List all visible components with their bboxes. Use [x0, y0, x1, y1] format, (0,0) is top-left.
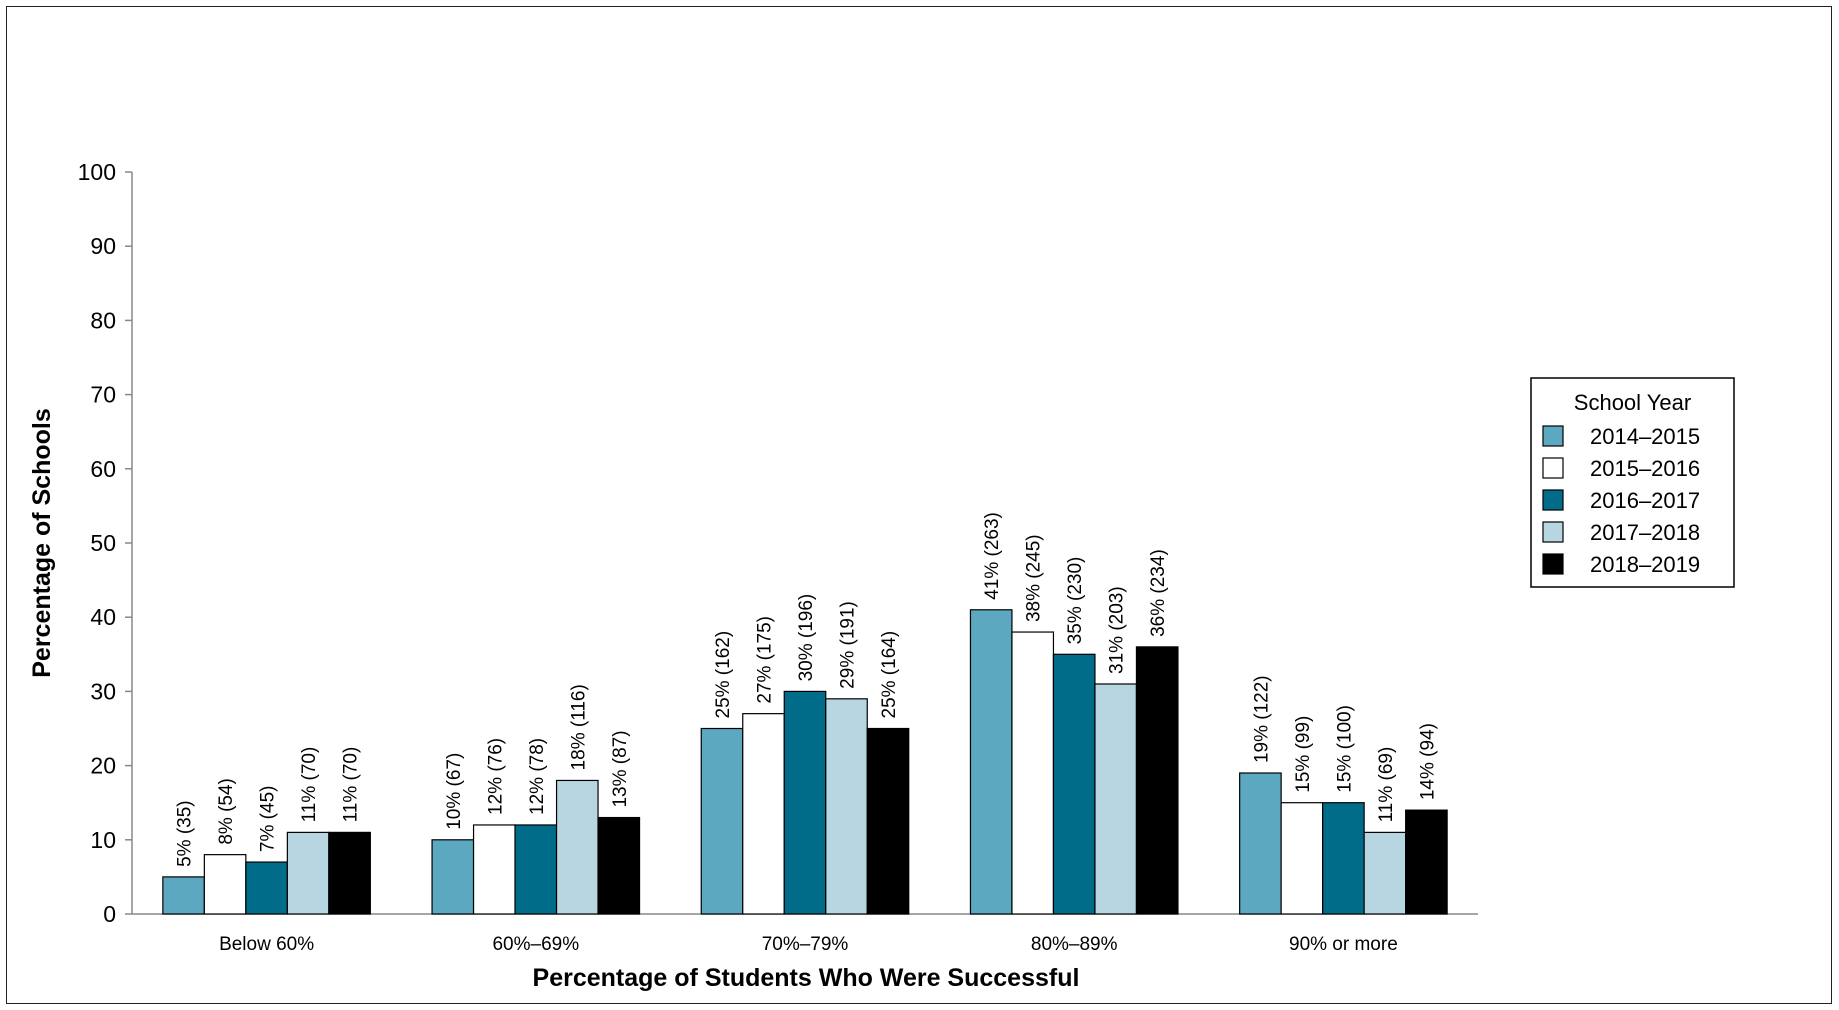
legend-box: [1530, 377, 1735, 588]
chart-frame: [6, 6, 1832, 1004]
y-tick-label: 100: [78, 159, 116, 185]
bar: [431, 839, 475, 915]
bar: [1239, 772, 1282, 915]
bar: [700, 727, 744, 915]
y-tick-label: 60: [90, 456, 116, 482]
y-tick-label: 80: [90, 307, 116, 333]
bar-value-label: 7% (45): [258, 786, 279, 853]
bar: [514, 824, 558, 915]
bar-value-label: 35% (230): [1065, 557, 1086, 645]
legend-entry-label: 2018–2019: [1590, 552, 1700, 577]
x-category-label: 80%–89%: [1031, 934, 1118, 955]
y-tick-label: 70: [90, 382, 116, 408]
bar-value-label: 25% (164): [879, 631, 900, 719]
bar-value-label: 11% (69): [1376, 747, 1397, 823]
y-axis-title: Percentage of Schools: [28, 408, 56, 678]
bar-value-label: 31% (203): [1107, 586, 1128, 674]
legend-swatch: [1542, 521, 1564, 543]
x-category-label: Below 60%: [219, 934, 314, 955]
bar-value-label: 14% (94): [1417, 723, 1438, 800]
bar-value-label: 12% (78): [527, 738, 548, 815]
x-category-label: 60%–69%: [492, 934, 579, 955]
legend-entry-label: 2014–2015: [1590, 424, 1700, 449]
bar-value-label: 11% (70): [299, 747, 320, 823]
y-tick-label: 50: [90, 530, 116, 556]
y-tick-label: 90: [90, 233, 116, 259]
bar-value-label: 12% (76): [485, 738, 506, 815]
bar: [245, 861, 288, 915]
x-category-label: 70%–79%: [762, 934, 849, 955]
bar-value-label: 18% (116): [568, 684, 589, 770]
legend-swatch: [1542, 457, 1564, 479]
tick-labels-group: 0 10 20 30 40 50 60 70 80 90 100 Below 60% 60%–69% 70…: [78, 159, 1398, 955]
bar-value-label: 11% (70): [341, 747, 362, 823]
bar: [203, 854, 247, 915]
bar: [555, 779, 599, 915]
bar-value-label: 36% (234): [1148, 549, 1169, 637]
bar-value-label: 27% (175): [755, 616, 776, 704]
legend-swatch: [1542, 489, 1564, 511]
bar: [597, 816, 641, 915]
legend-entry-label: 2017–2018: [1590, 520, 1700, 545]
bar: [472, 824, 516, 915]
bar-labels-group: 5% (35) 8% (54) 7% (45) 11% (70) 11% (70) 10%…: [175, 512, 1439, 867]
legend: School Year 2014–2015 2015–2016 2016–2017 2…: [1530, 377, 1735, 588]
y-tick-label: 40: [90, 604, 116, 630]
bar-value-label: 8% (54): [216, 778, 237, 845]
bar-value-label: 10% (67): [444, 753, 465, 830]
bar-value-label: 38% (245): [1024, 534, 1045, 622]
bar: [1052, 653, 1096, 915]
legend-swatch: [1542, 425, 1564, 447]
legend-swatch: [1542, 553, 1564, 575]
bar: [328, 831, 371, 915]
bar: [866, 727, 910, 915]
bar: [1280, 802, 1324, 915]
bar: [742, 713, 785, 915]
legend-entry-label: 2016–2017: [1590, 488, 1700, 513]
bar-value-label: 5% (35): [175, 800, 196, 867]
y-tick-label: 30: [90, 678, 116, 704]
bars-group: [162, 609, 1448, 915]
bar: [286, 831, 330, 915]
legend-entry-label: 2015–2016: [1590, 456, 1700, 481]
bar: [1135, 646, 1179, 915]
bar: [1322, 802, 1365, 915]
bar: [1094, 683, 1138, 915]
bar-value-label: 41% (263): [982, 512, 1003, 600]
bar: [1363, 831, 1407, 915]
y-tick-label: 0: [103, 901, 116, 927]
bar-value-label: 15% (100): [1334, 705, 1355, 793]
bar-value-label: 19% (122): [1251, 675, 1272, 763]
bar: [969, 609, 1013, 915]
x-axis-title: Percentage of Students Who Were Successf…: [533, 964, 1080, 992]
bar-value-label: 30% (196): [796, 594, 817, 682]
bar-value-label: 25% (162): [713, 631, 734, 719]
bar: [1405, 809, 1448, 915]
y-tick-label: 20: [90, 753, 116, 779]
bar: [1011, 631, 1055, 915]
y-tick-label: 10: [90, 827, 116, 853]
bar: [825, 698, 868, 915]
bar-value-label: 29% (191): [838, 601, 859, 689]
legend-title: School Year: [1574, 390, 1691, 415]
bar-value-label: 15% (99): [1293, 716, 1314, 793]
bar: [783, 690, 827, 915]
x-category-label: 90% or more: [1289, 934, 1398, 955]
bar: [162, 876, 205, 915]
bar-value-label: 13% (87): [610, 730, 631, 807]
